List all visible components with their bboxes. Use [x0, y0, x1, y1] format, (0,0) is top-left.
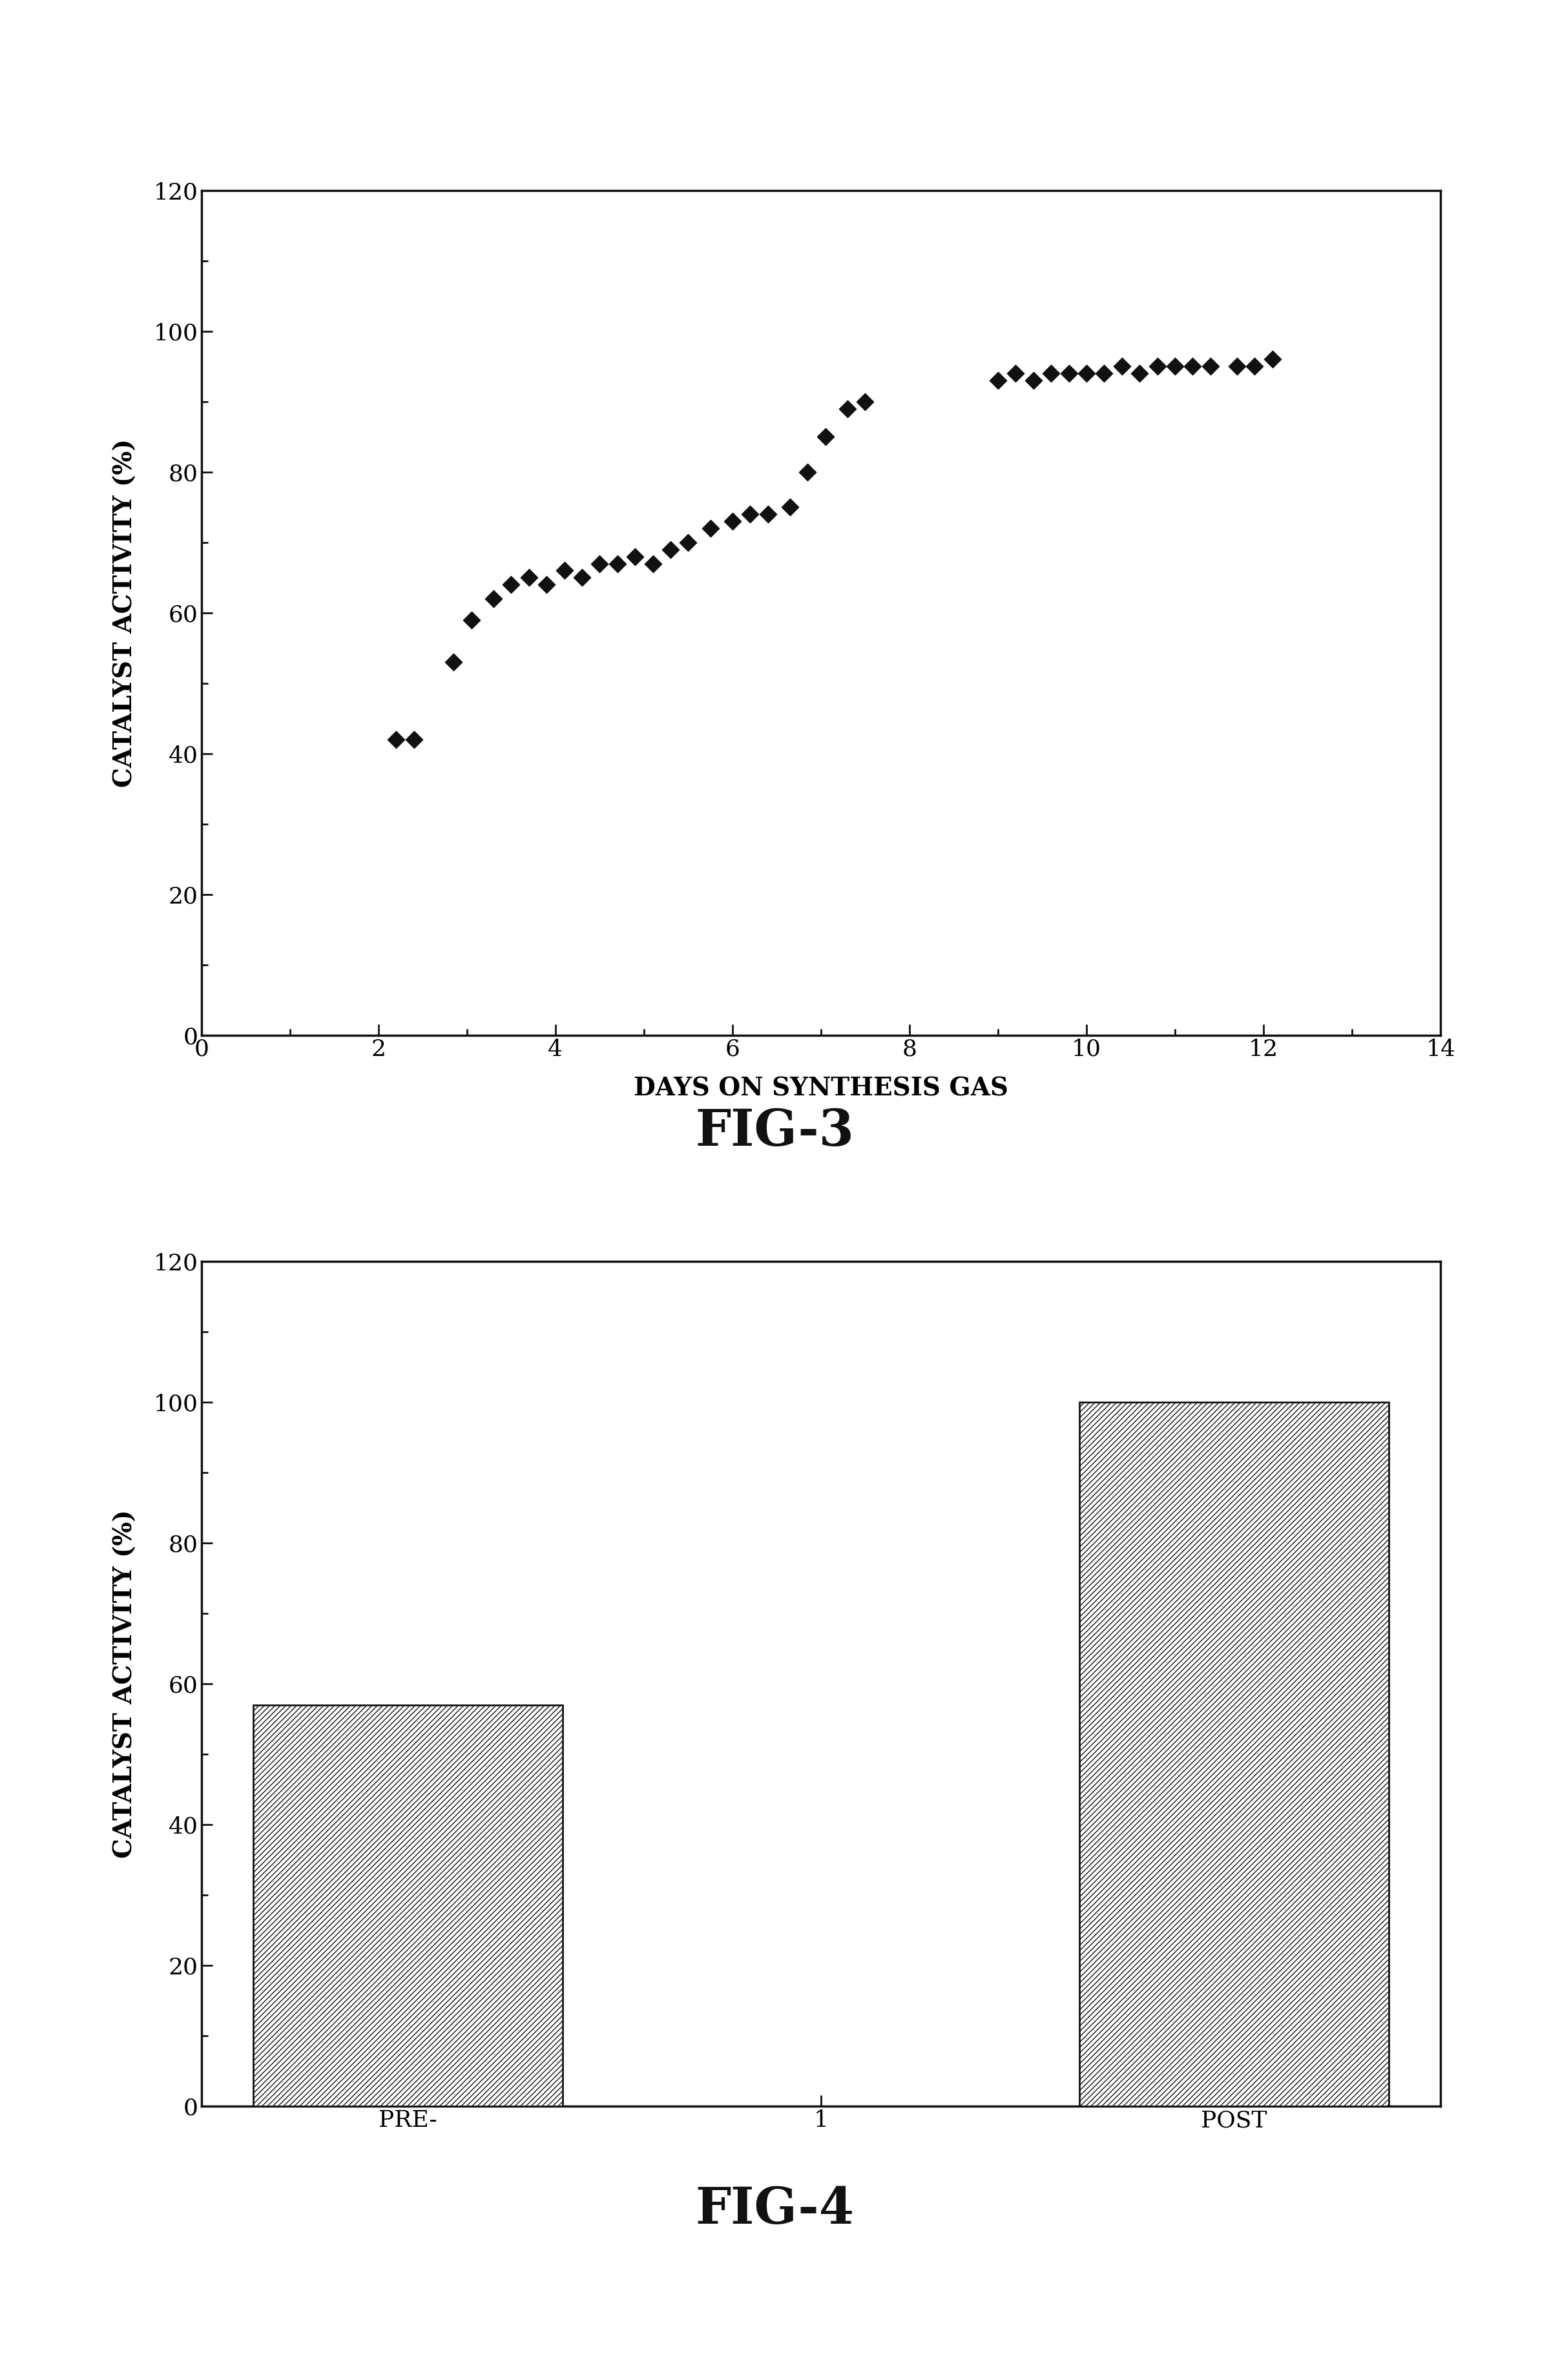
Point [813, 419, 838, 457]
Point [737, 495, 762, 533]
Point [1242, 347, 1267, 386]
Point [1004, 355, 1029, 393]
Point [623, 538, 647, 576]
Point [699, 509, 723, 547]
Point [1225, 347, 1250, 386]
Bar [1080, 1402, 1389, 2106]
Text: FIG-4: FIG-4 [696, 2185, 853, 2235]
Point [1197, 347, 1222, 386]
Point [384, 721, 409, 759]
Point [835, 390, 860, 428]
Point [551, 552, 576, 590]
Point [570, 559, 595, 597]
Point [756, 495, 781, 533]
Point [1021, 362, 1046, 400]
Point [587, 545, 612, 583]
Point [1180, 347, 1205, 386]
Point [1073, 355, 1098, 393]
Point [401, 721, 426, 759]
Point [459, 600, 483, 638]
Point [985, 362, 1010, 400]
Point [720, 502, 745, 540]
Y-axis label: CATALYST ACTIVITY (%): CATALYST ACTIVITY (%) [113, 438, 138, 788]
Point [1092, 355, 1117, 393]
X-axis label: DAYS ON SYNTHESIS GAS: DAYS ON SYNTHESIS GAS [634, 1076, 1008, 1102]
Point [1109, 347, 1134, 386]
Point [675, 524, 700, 562]
Point [1259, 340, 1284, 378]
Y-axis label: CATALYST ACTIVITY (%): CATALYST ACTIVITY (%) [113, 1509, 138, 1859]
Point [482, 581, 507, 619]
Point [534, 566, 559, 605]
Point [1056, 355, 1081, 393]
Point [1163, 347, 1188, 386]
Point [1145, 347, 1169, 386]
Point [658, 531, 683, 569]
Point [516, 559, 541, 597]
Point [853, 383, 878, 421]
Point [795, 452, 819, 490]
Point [778, 488, 802, 526]
Point [606, 545, 630, 583]
Point [441, 643, 466, 681]
Bar [252, 1704, 562, 2106]
Point [1039, 355, 1064, 393]
Point [640, 545, 665, 583]
Point [1128, 355, 1152, 393]
Text: FIG-3: FIG-3 [696, 1107, 853, 1157]
Point [499, 566, 524, 605]
